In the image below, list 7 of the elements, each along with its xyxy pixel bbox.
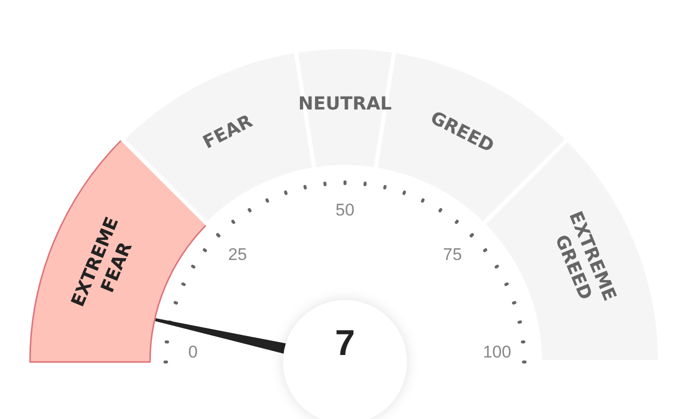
text: 25 [228, 245, 247, 264]
text: 75 [443, 245, 462, 264]
dial-center: 7 [283, 300, 407, 419]
text: 50 [336, 200, 354, 220]
text: 0 [188, 342, 198, 362]
text: 100 [482, 342, 512, 362]
slice-label: NEUTRAL [298, 94, 392, 114]
